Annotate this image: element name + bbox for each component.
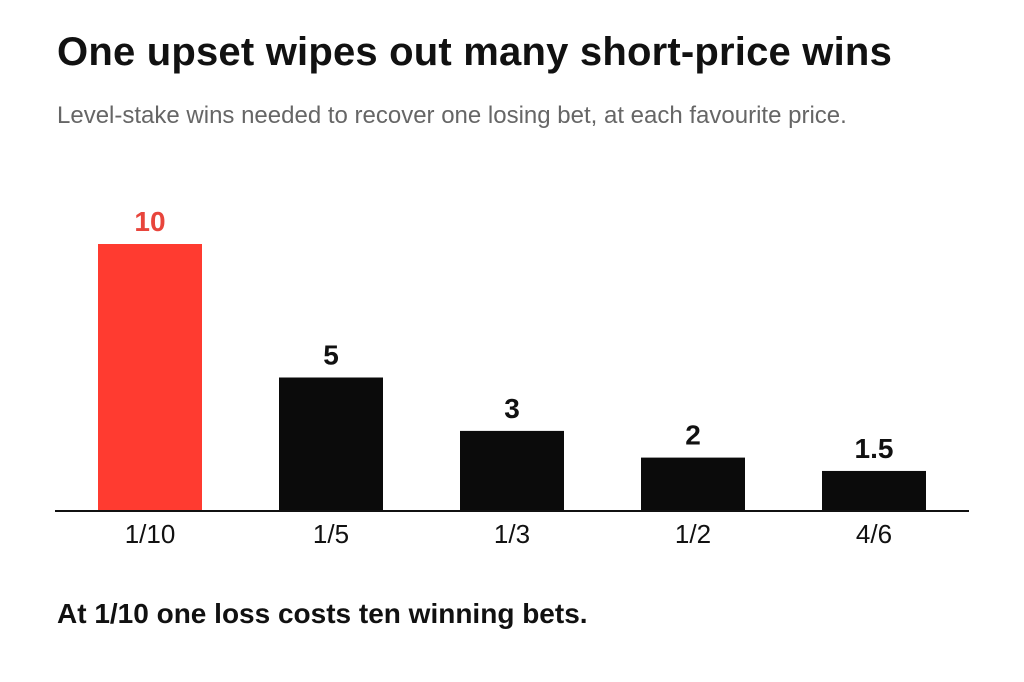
tick-label-1-3: 1/3: [494, 519, 530, 549]
tick-labels-layer: 1/10 1/5 1/3 1/2 4/6: [125, 519, 892, 549]
data-labels-layer: 10 5 3 2 1.5: [134, 206, 893, 464]
chart-subtitle: Level-stake wins needed to recover one l…: [57, 102, 847, 129]
tick-label-1-2: 1/2: [675, 519, 711, 549]
data-label-1-5: 5: [323, 340, 339, 371]
bar-1-3: [460, 430, 564, 511]
data-label-1-2: 2: [685, 420, 701, 451]
chart-footnote: At 1/10 one loss costs ten winning bets.: [57, 598, 588, 629]
tick-label-1-5: 1/5: [313, 519, 349, 549]
tick-label-4-6: 4/6: [856, 519, 892, 549]
bar-1-2: [641, 457, 745, 511]
data-label-1-3: 3: [504, 393, 520, 424]
bar-1-10: [98, 244, 202, 511]
bars-layer: [98, 244, 926, 511]
data-label-1-10: 10: [134, 206, 165, 237]
bar-1-5: [279, 377, 383, 511]
data-label-4-6: 1.5: [855, 433, 894, 464]
chart-title: One upset wipes out many short-price win…: [57, 30, 893, 74]
tick-label-1-10: 1/10: [125, 519, 176, 549]
bar-4-6: [822, 470, 926, 511]
